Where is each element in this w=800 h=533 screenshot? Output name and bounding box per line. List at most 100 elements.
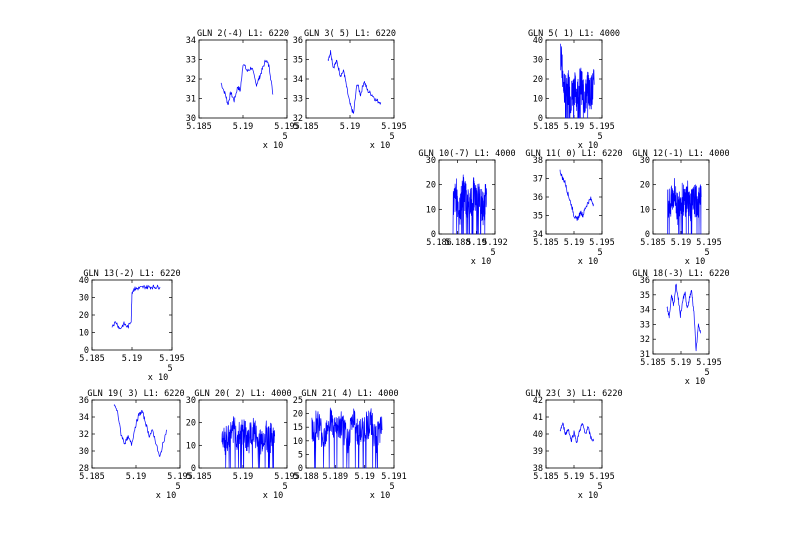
x-tick-label: 5.185	[186, 122, 212, 132]
exponent-power: 5	[282, 132, 287, 142]
x-tick-label: 5.192	[482, 238, 508, 248]
series-line	[452, 174, 487, 235]
exponent-label: x 10	[685, 377, 705, 387]
axes-box	[91, 279, 173, 351]
y-tick-label: 0	[298, 464, 303, 474]
subplot-8: GLN 18(-3) L1: 6220 31 32 33 34 35 36 5.185 5.19…	[632, 269, 729, 387]
subplot-title: GLN 12(-1) L1: 4000	[632, 149, 729, 159]
y-tick-label: 38	[533, 156, 543, 166]
x-tick-label: 5.19	[466, 238, 486, 248]
axes-box	[91, 399, 181, 469]
y-tick-label: 40	[533, 430, 543, 440]
exponent-label: x 10	[370, 141, 390, 151]
y-tick-label: 30	[640, 156, 650, 166]
y-tick-label: 28	[79, 464, 89, 474]
exponent-label: x 10	[578, 257, 598, 267]
x-tick-label: 5.195	[589, 238, 615, 248]
y-tick-label: 31	[640, 350, 650, 360]
y-tick-label: 20	[533, 75, 543, 85]
series-line	[221, 416, 276, 469]
series-line	[559, 169, 594, 221]
y-tick-label: 35	[640, 291, 650, 301]
y-tick-label: 0	[431, 230, 436, 240]
x-tick-label: 5.195	[167, 472, 193, 482]
exponent-power: 5	[490, 248, 495, 258]
y-tick-label: 39	[533, 447, 543, 457]
x-tick-label: 5.185	[640, 238, 666, 248]
exponent-label: x 10	[471, 257, 491, 267]
exponent-power: 5	[704, 368, 709, 378]
y-tick-label: 35	[533, 212, 543, 222]
axes-box	[305, 39, 395, 119]
subplot-2: GLN 3( 5) L1: 6220 32 33 34 35 36 5.185 5.19 5.1…	[293, 29, 407, 151]
y-tick-label: 10	[533, 95, 543, 105]
y-tick-label: 36	[79, 396, 89, 406]
x-tick-label: 5.188	[293, 472, 319, 482]
subplot-9: GLN 19( 3) L1: 6220 28 30 32 34 36 5.185 5.19 5.…	[79, 389, 193, 501]
y-tick-label: 38	[533, 464, 543, 474]
series-line	[666, 283, 701, 352]
x-tick-label: 5.195	[274, 472, 300, 482]
y-tick-label: 0	[645, 230, 650, 240]
exponent-label: x 10	[370, 491, 390, 501]
y-tick-label: 36	[640, 276, 650, 286]
subplot-3: GLN 5( 1) L1: 4000 0 10 20 30 40 5.185 5.19 5.19…	[528, 29, 620, 151]
axes-box	[198, 39, 288, 119]
x-tick-label: 5.189	[323, 472, 349, 482]
subplot-1: GLN 2(-4) L1: 6220 30 31 32 33 34 5.185 5.19 5.1…	[186, 29, 300, 151]
y-tick-label: 34	[186, 36, 196, 46]
series-line	[559, 422, 594, 444]
y-tick-label: 20	[186, 419, 196, 429]
y-tick-label: 30	[186, 396, 196, 406]
exponent-label: x 10	[156, 491, 176, 501]
subplot-title: GLN 10(-7) L1: 4000	[418, 149, 515, 159]
x-tick-label: 5.185	[79, 472, 105, 482]
subplot-6: GLN 12(-1) L1: 4000 0 10 20 30 5.185 5.19 5.195…	[632, 149, 729, 267]
y-tick-label: 37	[533, 175, 543, 185]
x-tick-label: 5.185	[640, 358, 666, 368]
y-tick-label: 31	[186, 95, 196, 105]
subplot-title: GLN 2(-4) L1: 6220	[197, 29, 289, 39]
exponent-power: 5	[704, 248, 709, 258]
x-tick-label: 5.19	[564, 122, 584, 132]
y-tick-label: 10	[426, 205, 436, 215]
y-tick-label: 34	[79, 413, 89, 423]
y-tick-label: 0	[191, 464, 196, 474]
x-tick-label: 5.195	[381, 122, 407, 132]
y-tick-label: 10	[640, 205, 650, 215]
x-tick-label: 5.19	[126, 472, 146, 482]
x-tick-label: 5.185	[533, 122, 559, 132]
exponent-label: x 10	[263, 141, 283, 151]
exponent-label: x 10	[148, 373, 168, 383]
y-tick-label: 0	[84, 346, 89, 356]
y-tick-label: 30	[533, 56, 543, 66]
subplot-10: GLN 20( 2) L1: 4000 0 10 20 30 5.185 5.19 5.195…	[186, 389, 300, 501]
x-tick-label: 5.19	[233, 472, 253, 482]
series-line	[327, 49, 382, 114]
y-tick-label: 40	[79, 276, 89, 286]
y-tick-label: 36	[293, 36, 303, 46]
y-tick-label: 30	[186, 114, 196, 124]
exponent-power: 5	[597, 482, 602, 492]
series-line	[113, 404, 168, 457]
y-tick-label: 30	[426, 156, 436, 166]
y-tick-label: 32	[186, 75, 196, 85]
y-tick-label: 32	[640, 335, 650, 345]
x-tick-label: 5.19	[671, 238, 691, 248]
x-tick-label: 5.19	[564, 472, 584, 482]
subplot-title: GLN 13(-2) L1: 6220	[83, 269, 180, 279]
x-tick-label: 5.19	[233, 122, 253, 132]
subplot-4: GLN 10(-7) L1: 400001020305.1865.1885.19…	[418, 149, 515, 267]
subplot-title: GLN 3( 5) L1: 6220	[304, 29, 396, 39]
x-tick-label: 5.191	[381, 472, 407, 482]
series-line	[560, 43, 595, 119]
exponent-power: 5	[282, 482, 287, 492]
x-tick-label: 5.195	[589, 472, 615, 482]
y-tick-label: 15	[293, 423, 303, 433]
x-tick-label: 5.195	[696, 238, 722, 248]
subplot-title: GLN 5( 1) L1: 4000	[528, 29, 620, 39]
exponent-label: x 10	[263, 491, 283, 501]
exponent-label: x 10	[685, 257, 705, 267]
y-tick-label: 42	[533, 396, 543, 406]
y-tick-label: 30	[79, 294, 89, 304]
